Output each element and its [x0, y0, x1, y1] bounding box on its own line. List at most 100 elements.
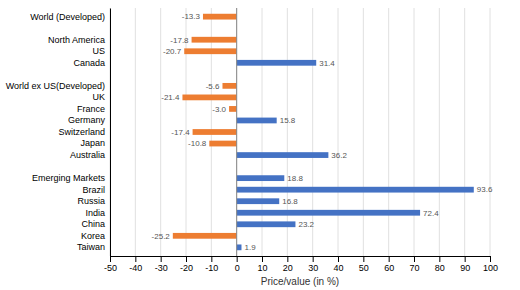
bar: [184, 48, 236, 54]
bar: [237, 198, 280, 204]
y-tick: UK: [92, 92, 110, 102]
grid-line: [388, 8, 389, 256]
grid-line: [312, 8, 313, 256]
data-label: 1.9: [244, 243, 256, 252]
x-tick-label: 60: [384, 263, 394, 273]
bar: [237, 221, 296, 227]
bar: [192, 37, 237, 43]
x-tick: 90: [460, 256, 470, 273]
bar: [237, 244, 242, 250]
chart-container: -50-40-30-20-100102030405060708090100Wor…: [0, 0, 520, 290]
x-tick-mark: [287, 256, 288, 262]
data-label: -13.3: [182, 12, 201, 21]
y-tick-label: Russia: [77, 196, 105, 206]
x-tick-mark: [110, 256, 111, 262]
x-tick: -20: [180, 256, 193, 273]
data-label: -17.4: [171, 128, 190, 137]
y-tick-label: North America: [48, 35, 105, 45]
x-tick-label: 20: [283, 263, 293, 273]
data-label: -10.8: [188, 139, 207, 148]
x-tick: -10: [205, 256, 218, 273]
y-tick-label: Korea: [81, 231, 105, 241]
x-tick-mark: [414, 256, 415, 262]
data-labels: -13.3-17.8-20.731.4-5.6-21.4-3.015.8-17.…: [152, 12, 493, 252]
y-tick-label: Australia: [70, 150, 105, 160]
y-tick-label: US: [92, 46, 105, 56]
y-tick-label: Taiwan: [77, 242, 105, 252]
x-tick-mark: [465, 256, 466, 262]
y-axis-line: [110, 9, 111, 257]
y-tick: Russia: [77, 196, 110, 206]
y-tick-label: China: [81, 219, 105, 229]
x-tick-mark: [338, 256, 339, 262]
bar: [237, 210, 420, 216]
y-tick-label: France: [77, 104, 105, 114]
bar: [173, 233, 237, 239]
grid-line: [160, 8, 161, 256]
bar: [237, 118, 277, 124]
data-label: 23.2: [298, 220, 314, 229]
y-tick: World (Developed): [30, 12, 110, 22]
grid-line: [236, 8, 237, 256]
x-tick-label: 10: [257, 263, 267, 273]
data-label: 16.8: [282, 197, 298, 206]
grid-line: [338, 8, 339, 256]
y-tick-label: UK: [92, 92, 105, 102]
x-tick: -30: [155, 256, 168, 273]
x-tick-label: 40: [333, 263, 343, 273]
x-tick-label: 70: [409, 263, 419, 273]
data-label: -3.0: [212, 105, 226, 114]
x-tick: 100: [483, 256, 498, 273]
data-label: 93.6: [477, 185, 493, 194]
x-tick: 20: [283, 256, 293, 273]
data-label: -25.2: [152, 232, 171, 241]
grid-line: [414, 8, 415, 256]
grid-line: [135, 8, 136, 256]
grid-line: [464, 8, 465, 256]
data-label: -20.7: [163, 47, 182, 56]
x-tick-label: 100: [483, 263, 498, 273]
bar: [222, 83, 236, 89]
x-tick-mark: [262, 256, 263, 262]
y-tick-label: Japan: [80, 138, 105, 148]
x-tick: 30: [308, 256, 318, 273]
x-tick: 40: [333, 256, 343, 273]
x-tick: -50: [104, 256, 117, 273]
chart-svg: -50-40-30-20-100102030405060708090100Wor…: [0, 0, 520, 290]
y-tick-label: World ex US(Developed): [6, 81, 105, 91]
x-axis: -50-40-30-20-100102030405060708090100: [104, 256, 498, 273]
x-tick-mark: [439, 256, 440, 262]
x-tick-mark: [490, 256, 491, 262]
y-tick-label: Emerging Markets: [32, 173, 106, 183]
y-tick: China: [81, 219, 110, 229]
x-tick: 0: [235, 256, 240, 273]
bar: [237, 175, 285, 181]
x-tick-mark: [313, 256, 314, 262]
x-tick-mark: [389, 256, 390, 262]
bar: [203, 14, 237, 20]
x-tick: 50: [359, 256, 369, 273]
data-label: 72.4: [423, 209, 439, 218]
y-tick: North America: [48, 35, 110, 45]
x-tick-label: -30: [155, 263, 168, 273]
bar: [237, 60, 317, 66]
y-tick-label: Brazil: [82, 185, 105, 195]
x-tick: 10: [257, 256, 267, 273]
grid-line: [490, 8, 491, 256]
grid-line: [439, 8, 440, 256]
bar: [182, 95, 236, 101]
y-tick: Emerging Markets: [32, 173, 110, 183]
x-tick-mark: [211, 256, 212, 262]
y-tick: Korea: [81, 231, 110, 241]
x-tick: 70: [409, 256, 419, 273]
zero-line: [236, 8, 237, 256]
data-label: -21.4: [161, 93, 180, 102]
x-tick-label: 90: [460, 263, 470, 273]
bar: [237, 152, 329, 158]
x-axis-line: [111, 256, 491, 257]
grid: [110, 8, 490, 256]
grid-line: [363, 8, 364, 256]
x-tick-label: -10: [205, 263, 218, 273]
y-tick: US: [92, 46, 110, 56]
y-tick: Brazil: [82, 185, 110, 195]
